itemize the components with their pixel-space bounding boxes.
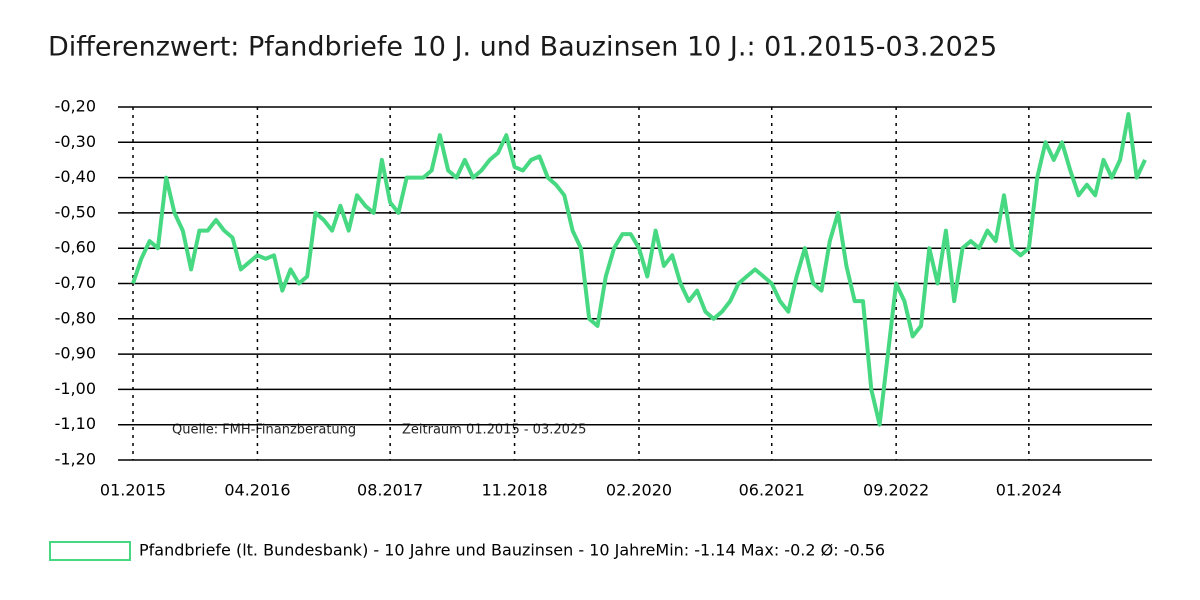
annotation: Quelle: FMH-Finanzberatung: [172, 423, 356, 438]
chart-title: Differenzwert: Pfandbriefe 10 J. und Bau…: [48, 32, 997, 63]
y-tick-label: -0,30: [55, 132, 96, 151]
x-tick-label: 01.2015: [100, 481, 166, 500]
data-line: [131, 112, 1147, 427]
x-tick-label: 08.2017: [357, 481, 423, 500]
y-tick-label: -0,90: [55, 344, 96, 363]
x-tick-label: 11.2018: [481, 481, 547, 500]
x-tick-label: 04.2016: [224, 481, 290, 500]
annotation: Zeitraum 01.2015 - 03.2025: [402, 423, 586, 438]
legend-swatch: [49, 541, 131, 561]
y-tick-label: -0,80: [55, 308, 96, 327]
x-tick-label: 02.2020: [606, 481, 672, 500]
y-tick-label: -0,60: [55, 238, 96, 257]
y-tick-label: -1,10: [55, 414, 96, 433]
legend-label: Pfandbriefe (lt. Bundesbank) - 10 Jahre …: [139, 541, 885, 560]
x-tick-label: 09.2022: [863, 481, 929, 500]
y-tick-label: -0,40: [55, 167, 96, 186]
x-tick-label: 06.2021: [739, 481, 805, 500]
x-tick-label: 01.2024: [996, 481, 1062, 500]
y-tick-label: -1,00: [55, 379, 96, 398]
y-tick-label: -1,20: [55, 450, 96, 469]
y-tick-label: -0,50: [55, 202, 96, 221]
y-tick-label: -0,70: [55, 273, 96, 292]
y-tick-label: -0,20: [55, 97, 96, 116]
